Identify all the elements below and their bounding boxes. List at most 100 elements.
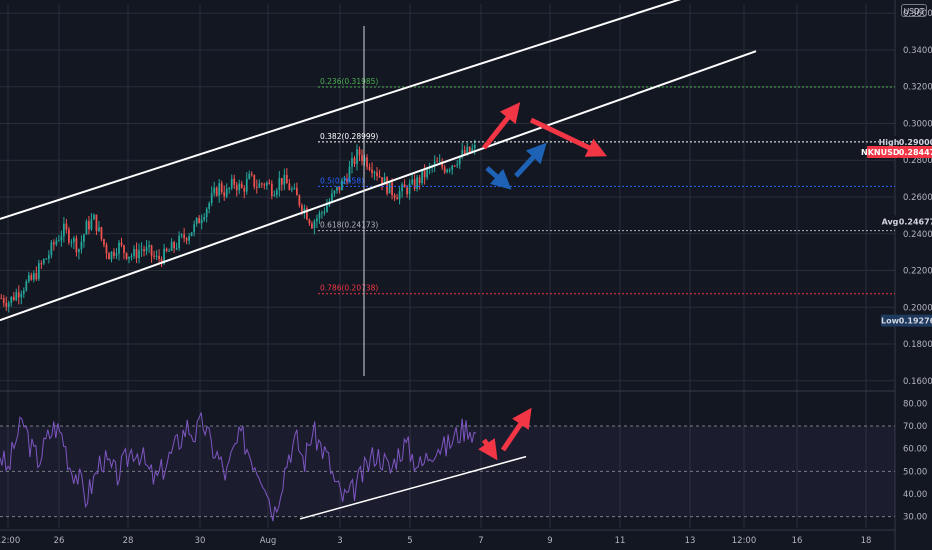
candle-down [12,296,15,301]
candle-down [103,239,105,245]
rsi-tick-label: 40.00 [903,490,927,500]
candle-up [273,194,276,196]
high-tag-label-bg [879,135,899,148]
rsi-trendline [299,455,527,520]
fib-level-label: 0.236(0.31985) [320,77,378,86]
candle-down [158,255,160,260]
candle-down [443,167,446,173]
candle-down [396,197,398,200]
candle-up [37,263,40,280]
candle-up [140,249,143,251]
candle-down [381,177,383,185]
candle-down [308,219,311,224]
candle-up [98,227,100,232]
candle-up [115,253,118,256]
candle-up [416,177,419,189]
candle-up [333,190,336,194]
high-tag-value: 0.29000 [899,138,932,147]
low-tag-label-bg [881,314,899,327]
candle-down [220,183,223,193]
candle-up [203,217,206,220]
candle-up [383,177,386,185]
candle-down [160,259,163,264]
trend-drawings[interactable] [0,0,757,520]
fib-level-label: 0.618(0.24173) [320,221,378,230]
candle-down [268,182,271,184]
candle-up [275,190,278,195]
candle-up [348,166,351,182]
candle-down [288,183,291,191]
candle-down [135,249,138,259]
time-tick-label: 13 [685,536,696,546]
candle-up [238,183,241,191]
high-tag-label: High [879,138,900,147]
candle-down [108,253,110,260]
candle-up [433,161,436,167]
rsi-tick-label: 80.00 [903,399,927,409]
candle-up [398,191,401,200]
candle-up [303,208,306,212]
rsi-axis[interactable]: 80.00 70.00 60.00 50.00 40.00 30.00 [903,399,927,522]
candle-up [208,203,211,209]
candle-up [411,179,413,184]
candle-down [280,178,283,185]
candle-up [47,255,50,259]
fib-level-label: 0.786(0.20738) [320,284,378,293]
candle-down [35,273,38,280]
candle-up [178,235,181,249]
candle-down [376,172,378,176]
candle-up [133,249,135,256]
candle-up [128,256,130,259]
candle-up [10,296,13,303]
candle-up [188,235,191,241]
time-axis[interactable]: 12:00 26 28 30 Aug 3 5 7 9 11 13 12:00 16 18 [0,536,871,546]
fib-level-label: 0.5(0.2658) [320,176,364,185]
candle-up [7,302,10,307]
candle-up [225,188,228,197]
candle-down [255,186,258,188]
candle-down [125,252,128,259]
candle-up [80,241,83,250]
candle-down [358,149,361,156]
time-tick-label: 12:00 [732,536,757,546]
candle-down [260,183,263,185]
candle-up [25,281,28,291]
candle-up [210,193,213,204]
arrow-down-red [529,117,608,157]
candlestick-series [0,139,476,313]
candle-up [148,245,150,247]
rsi-tick-label: 60.00 [903,445,927,455]
candle-up [22,290,25,294]
candle-up [32,273,35,280]
candle-up [456,164,459,166]
candle-up [60,236,63,241]
last-price-tag-label: NKNUSDT [861,148,905,157]
candle-up [248,173,251,179]
candle-down [378,175,381,178]
candle-up [78,249,80,253]
candle-down [311,223,313,229]
avg-tag-label: Avg [882,217,899,226]
candle-up [63,223,65,237]
candle-up [331,193,333,202]
currency-badge[interactable]: USDT [901,4,927,17]
candle-up [193,223,196,233]
candle-down [295,187,298,196]
candle-up [323,211,326,213]
candle-down [368,167,371,170]
candle-up [195,217,198,224]
candle-up [321,212,323,214]
candle-up [55,240,58,245]
candle-up [471,148,474,152]
candle-down [215,187,218,196]
candle-up [73,237,75,243]
candle-up [85,221,88,235]
